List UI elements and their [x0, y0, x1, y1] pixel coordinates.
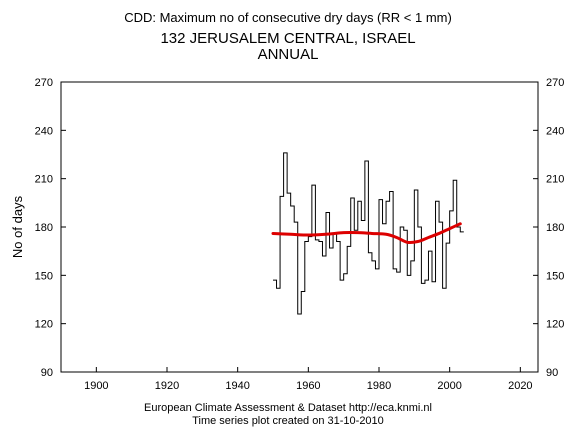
y-tick-label-left: 120 [35, 319, 53, 331]
footer-line-1: European Climate Assessment & Dataset ht… [144, 402, 432, 414]
chart-title: CDD: Maximum no of consecutive dry days … [124, 10, 452, 25]
x-tick-label: 1980 [367, 380, 391, 392]
y-axis-label: No of days [10, 195, 25, 258]
x-tick-label: 1960 [296, 380, 320, 392]
y-tick-label-right: 120 [546, 319, 564, 331]
footer-line-2: Time series plot created on 31-10-2010 [192, 415, 384, 427]
y-tick-label-left: 210 [35, 174, 53, 186]
y-tick-label-left: 150 [35, 270, 53, 282]
y-tick-label-left: 90 [41, 367, 53, 379]
y-tick-label-right: 90 [546, 367, 558, 379]
chart-subtitle: 132 JERUSALEM CENTRAL, ISRAEL [160, 30, 415, 47]
x-tick-label: 2020 [508, 380, 532, 392]
y-tick-label-left: 270 [35, 77, 53, 89]
y-tick-label-right: 240 [546, 125, 564, 137]
y-tick-label-right: 180 [546, 222, 564, 234]
x-tick-label: 2000 [437, 380, 461, 392]
x-tick-label: 1900 [84, 380, 108, 392]
x-tick-label: 1940 [225, 380, 249, 392]
y-tick-label-right: 150 [546, 270, 564, 282]
x-tick-label: 1920 [155, 380, 179, 392]
y-tick-label-left: 240 [35, 125, 53, 137]
y-tick-label-right: 270 [546, 77, 564, 89]
y-tick-label-right: 210 [546, 174, 564, 186]
y-tick-label-left: 180 [35, 222, 53, 234]
chart-period: ANNUAL [258, 46, 319, 63]
